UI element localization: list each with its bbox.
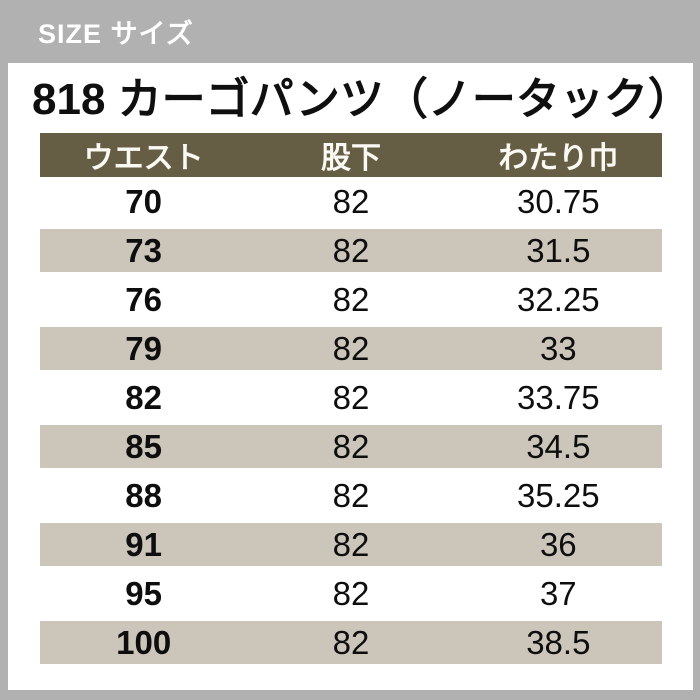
inseam-value: 82: [332, 526, 370, 563]
thigh-width-value: 33: [539, 330, 577, 367]
table-row: 76 82 32.25: [40, 275, 662, 324]
table-row: 79 82 33: [40, 324, 662, 373]
waist-value: 79: [125, 330, 163, 367]
inseam-value: 82: [332, 379, 370, 416]
table-row: 88 82 35.25: [40, 471, 662, 520]
inseam-value: 82: [332, 281, 370, 318]
col-header-waist: ウエスト: [83, 142, 204, 175]
waist-value: 82: [125, 379, 163, 416]
thigh-width-value: 32.25: [517, 281, 600, 318]
table-row: 70 82 30.75: [40, 177, 662, 226]
table-row: 91 82 36: [40, 520, 662, 569]
thigh-width-value: 30.75: [517, 183, 600, 220]
waist-value: 85: [125, 428, 163, 465]
waist-value: 91: [125, 526, 163, 563]
inseam-value: 82: [332, 575, 370, 612]
thigh-width-value: 38.5: [526, 624, 591, 661]
waist-value: 88: [125, 477, 163, 514]
thigh-width-value: 31.5: [526, 232, 591, 269]
table-row: 100 82 38.5: [40, 618, 662, 667]
inseam-value: 82: [332, 624, 370, 661]
thigh-width-value: 36: [539, 526, 577, 563]
thigh-width-value: 34.5: [526, 428, 591, 465]
col-header-thigh-width: わたり巾: [498, 142, 619, 175]
size-table: ウエスト 股下 わたり巾 70 82 30.75 73 82 31.5 76 8…: [40, 133, 662, 667]
size-table-header-row: ウエスト 股下 わたり巾: [40, 133, 662, 177]
thigh-width-value: 33.75: [517, 379, 600, 416]
size-section-label: SIZE サイズ: [38, 19, 194, 49]
waist-value: 100: [116, 624, 172, 661]
product-title: 818 カーゴパンツ（ノータック）: [32, 75, 692, 124]
inseam-value: 82: [332, 477, 370, 514]
size-section-header: SIZE サイズ: [0, 0, 700, 63]
waist-value: 76: [125, 281, 163, 318]
table-row: 73 82 31.5: [40, 226, 662, 275]
thigh-width-value: 35.25: [517, 477, 600, 514]
inseam-value: 82: [332, 183, 370, 220]
thigh-width-value: 37: [539, 575, 577, 612]
inseam-value: 82: [332, 232, 370, 269]
waist-value: 95: [125, 575, 163, 612]
table-row: 95 82 37: [40, 569, 662, 618]
inseam-value: 82: [332, 330, 370, 367]
waist-value: 73: [125, 232, 163, 269]
content-panel: 818 カーゴパンツ（ノータック） ウエスト 股下 わたり巾 70 82 30.…: [8, 63, 693, 690]
inseam-value: 82: [332, 428, 370, 465]
col-header-inseam: 股下: [320, 142, 381, 175]
table-row: 85 82 34.5: [40, 422, 662, 471]
table-row: 82 82 33.75: [40, 373, 662, 422]
waist-value: 70: [125, 183, 163, 220]
